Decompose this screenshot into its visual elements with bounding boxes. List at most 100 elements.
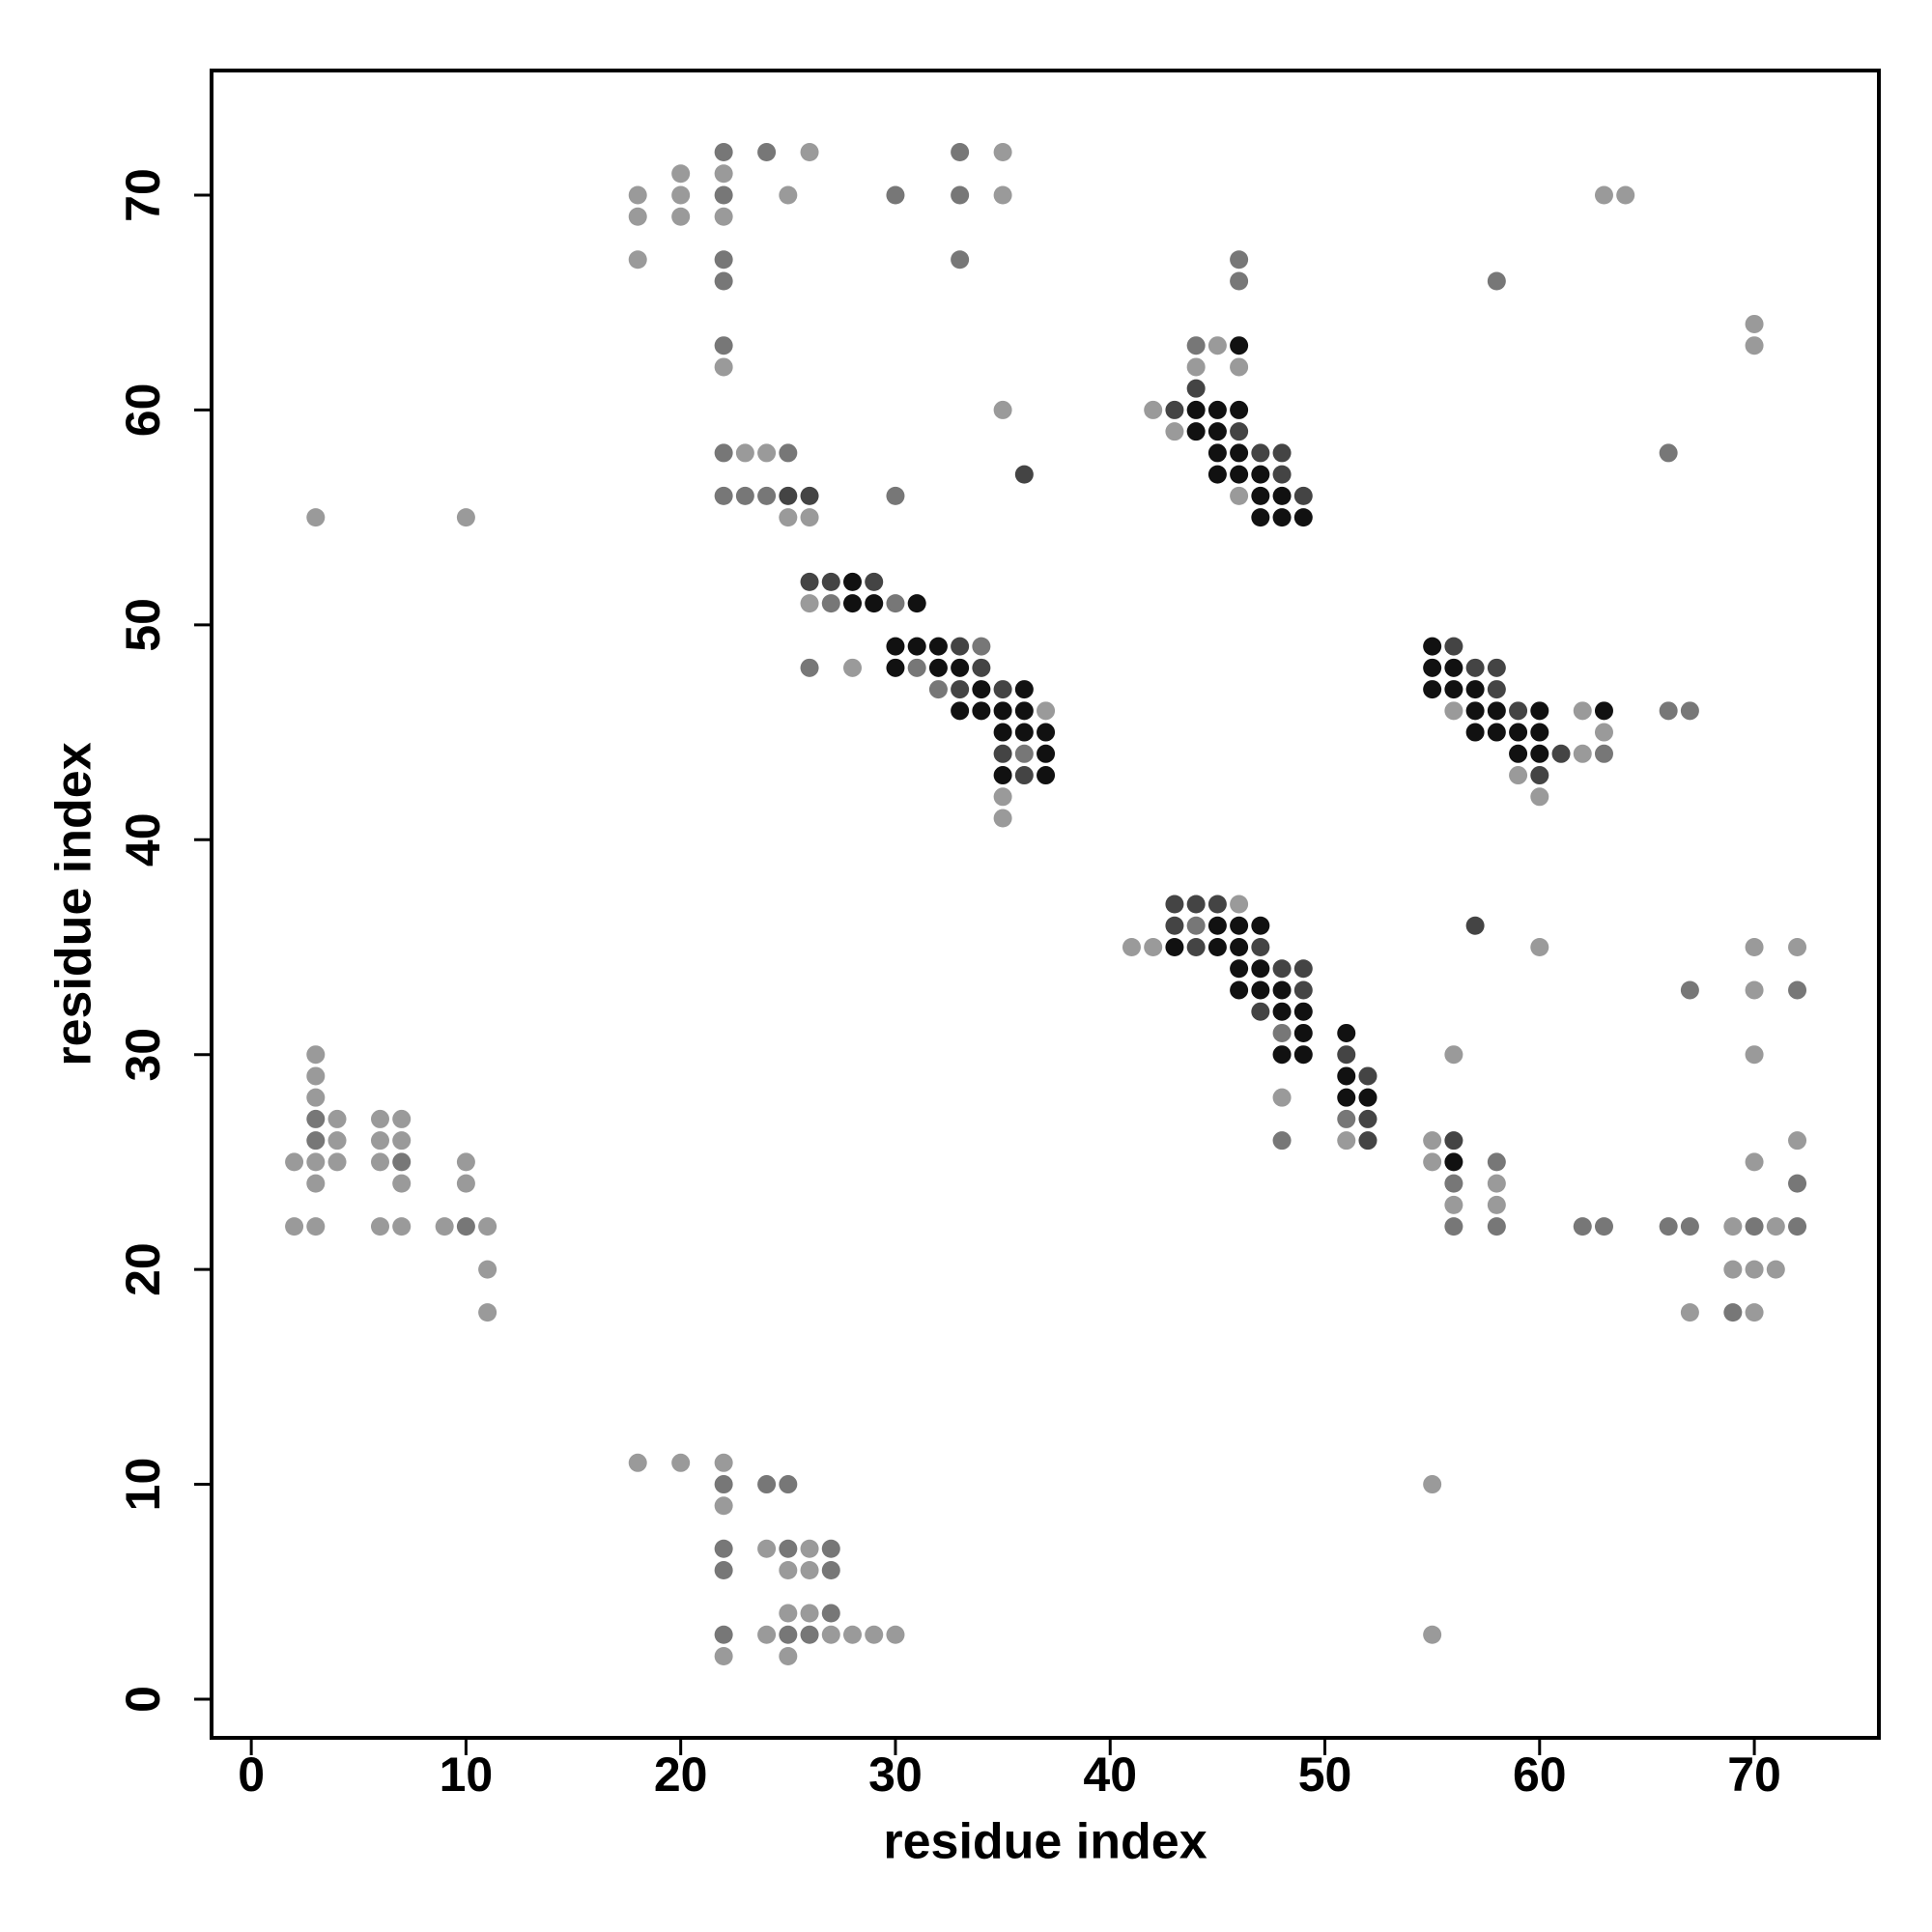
contact-point bbox=[757, 1475, 777, 1494]
contact-point bbox=[907, 658, 926, 677]
contact-point bbox=[1465, 658, 1485, 677]
contact-point bbox=[714, 271, 733, 291]
contact-point bbox=[1487, 1174, 1506, 1193]
contact-point bbox=[779, 1646, 798, 1665]
contact-point bbox=[1465, 680, 1485, 699]
contact-point bbox=[1208, 336, 1227, 355]
contact-point bbox=[1337, 1045, 1356, 1065]
contact-point bbox=[714, 486, 733, 505]
contact-point bbox=[1230, 271, 1249, 291]
contact-point bbox=[1293, 486, 1313, 505]
contact-point bbox=[779, 185, 798, 205]
contact-point bbox=[993, 701, 1012, 721]
contact-point bbox=[1272, 1002, 1292, 1021]
contact-point bbox=[1165, 422, 1184, 441]
contact-point bbox=[392, 1217, 412, 1236]
contact-point bbox=[327, 1152, 347, 1172]
contact-point bbox=[1293, 1023, 1313, 1042]
contact-point bbox=[1122, 937, 1141, 956]
contact-point bbox=[951, 637, 970, 656]
contact-point bbox=[1251, 937, 1270, 956]
contact-point bbox=[1186, 895, 1206, 914]
contact-point bbox=[714, 1625, 733, 1644]
contact-point bbox=[1487, 1217, 1506, 1236]
contact-point bbox=[821, 594, 840, 613]
contact-point bbox=[285, 1217, 304, 1236]
contact-point bbox=[1272, 1023, 1292, 1042]
contact-point bbox=[1723, 1217, 1743, 1236]
contact-point bbox=[1465, 916, 1485, 935]
contact-point bbox=[714, 1475, 733, 1494]
contact-point bbox=[1251, 508, 1270, 527]
contact-point bbox=[1251, 486, 1270, 505]
contact-point bbox=[1680, 980, 1699, 1000]
contact-point bbox=[628, 250, 647, 270]
x-tick-label: 30 bbox=[868, 1747, 923, 1802]
contact-point bbox=[1509, 744, 1528, 763]
contact-point bbox=[1659, 701, 1678, 721]
contact-point bbox=[865, 572, 884, 591]
contact-point bbox=[370, 1131, 389, 1151]
contact-point bbox=[671, 185, 691, 205]
contact-point bbox=[1444, 1217, 1463, 1236]
contact-point bbox=[1208, 443, 1227, 463]
contact-point bbox=[779, 1625, 798, 1644]
contact-point bbox=[1530, 937, 1549, 956]
contact-point bbox=[1230, 895, 1249, 914]
contact-point bbox=[1358, 1088, 1378, 1107]
contact-point bbox=[1659, 443, 1678, 463]
contact-point bbox=[1573, 701, 1592, 721]
contact-point bbox=[1444, 1045, 1463, 1065]
contact-point bbox=[907, 594, 926, 613]
contact-point bbox=[1723, 1260, 1743, 1279]
contact-point bbox=[1037, 766, 1056, 785]
contact-point bbox=[671, 164, 691, 184]
contact-point bbox=[1680, 1217, 1699, 1236]
contact-point bbox=[714, 1453, 733, 1472]
contact-point bbox=[993, 787, 1012, 807]
contact-point bbox=[714, 207, 733, 226]
contact-point bbox=[865, 1625, 884, 1644]
contact-point bbox=[1186, 400, 1206, 419]
contact-point bbox=[1766, 1260, 1785, 1279]
x-axis-title: residue index bbox=[883, 1814, 1207, 1870]
contact-point bbox=[1788, 980, 1807, 1000]
contact-point bbox=[1230, 980, 1249, 1000]
contact-point bbox=[843, 594, 863, 613]
contact-point bbox=[1337, 1131, 1356, 1151]
contact-point bbox=[1465, 701, 1485, 721]
contact-point bbox=[1186, 916, 1206, 935]
contact-point bbox=[1509, 701, 1528, 721]
contact-point bbox=[1337, 1088, 1356, 1107]
contact-point bbox=[1208, 916, 1227, 935]
contact-point bbox=[306, 1088, 326, 1107]
contact-point bbox=[928, 658, 948, 677]
contact-point bbox=[478, 1217, 497, 1236]
contact-point bbox=[1745, 937, 1764, 956]
contact-point bbox=[1573, 744, 1592, 763]
contact-point bbox=[435, 1217, 454, 1236]
contact-point bbox=[1444, 1195, 1463, 1214]
contact-point bbox=[1230, 336, 1249, 355]
contact-point bbox=[1423, 637, 1442, 656]
contact-point bbox=[1208, 937, 1227, 956]
contact-point bbox=[1487, 1152, 1506, 1172]
contact-point bbox=[628, 1453, 647, 1472]
contact-point bbox=[757, 443, 777, 463]
contact-point bbox=[1272, 1088, 1292, 1107]
contact-point bbox=[306, 508, 326, 527]
contact-point bbox=[1745, 1045, 1764, 1065]
contact-point bbox=[456, 1217, 475, 1236]
contact-point bbox=[1594, 185, 1613, 205]
contact-point bbox=[1745, 980, 1764, 1000]
contact-point bbox=[757, 1539, 777, 1558]
y-tick-label: 10 bbox=[116, 1458, 170, 1512]
contact-point bbox=[1487, 680, 1506, 699]
contact-point bbox=[1423, 1152, 1442, 1172]
contact-point bbox=[886, 1625, 905, 1644]
x-tick-label: 40 bbox=[1083, 1747, 1137, 1802]
contact-point bbox=[972, 701, 991, 721]
contact-point bbox=[993, 185, 1012, 205]
contact-point bbox=[1444, 1131, 1463, 1151]
